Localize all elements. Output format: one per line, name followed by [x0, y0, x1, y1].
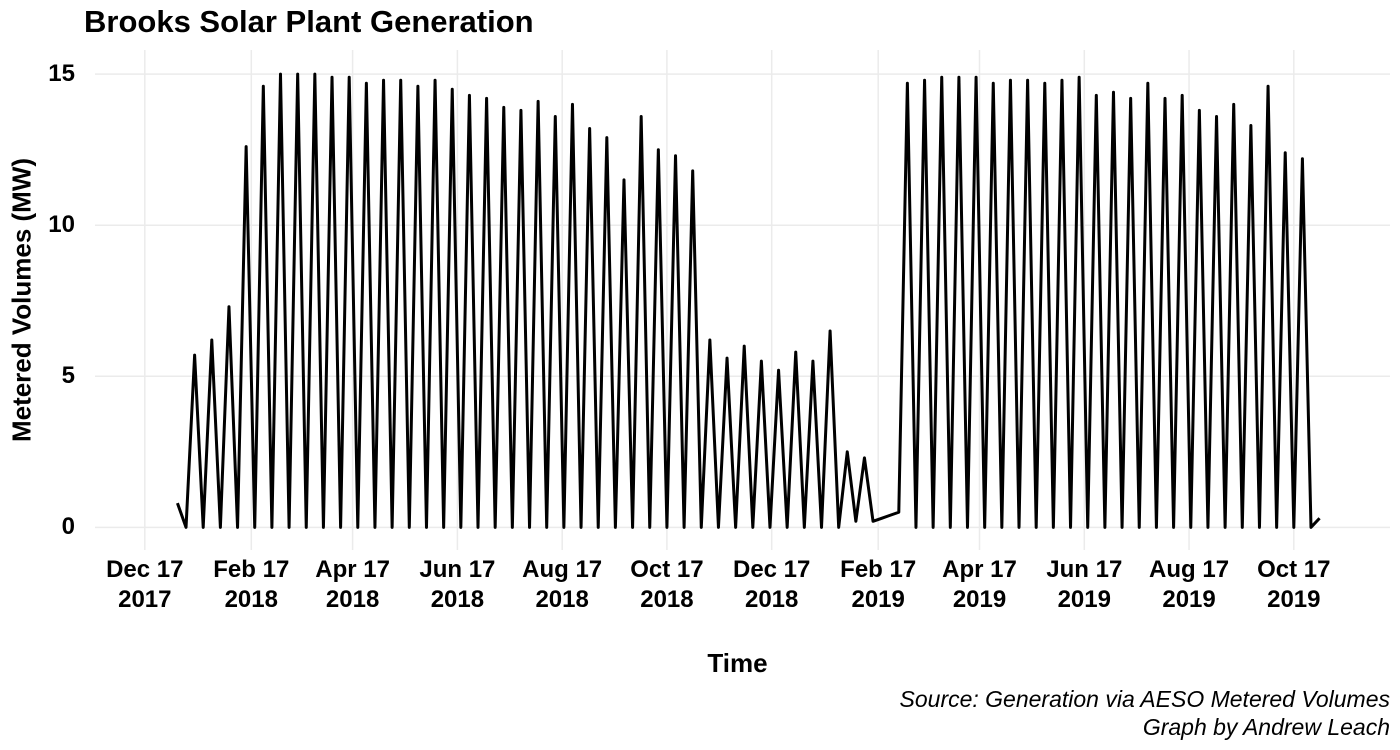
x-tick-label: Jun 17 2019 — [1046, 556, 1123, 613]
y-tick-label: 5 — [61, 362, 75, 390]
x-tick-label: Dec 17 2017 — [106, 556, 184, 613]
caption: Source: Generation via AESO Metered Volu… — [899, 686, 1390, 712]
y-tick-label: 10 — [48, 211, 75, 239]
y-tick-label: 15 — [48, 60, 75, 88]
x-tick-label: Feb 17 2019 — [840, 556, 917, 613]
x-axis-title: Time — [707, 648, 768, 678]
x-tick-label: Feb 17 2018 — [213, 556, 290, 613]
x-tick-label: Oct 17 2019 — [1257, 556, 1331, 613]
line — [176, 72, 1321, 529]
caption: Graph by Andrew Leach — [1142, 714, 1390, 740]
y-tick-label: 0 — [61, 513, 75, 541]
x-tick-label: Apr 17 2018 — [315, 556, 390, 613]
x-tick-label: Dec 17 2018 — [732, 556, 811, 613]
x-tick-label: Oct 17 2018 — [630, 556, 704, 613]
y-axis-title: Metered Volumes (MW) — [6, 157, 37, 443]
x-tick-label: Apr 17 2019 — [942, 556, 1017, 613]
x-tick-label: Aug 17 2019 — [1149, 556, 1230, 613]
x-tick-label: Aug 17 2018 — [522, 556, 603, 613]
x-tick-label: Jun 17 2018 — [419, 556, 496, 613]
chart-title: Brooks Solar Plant Generation — [84, 4, 534, 39]
